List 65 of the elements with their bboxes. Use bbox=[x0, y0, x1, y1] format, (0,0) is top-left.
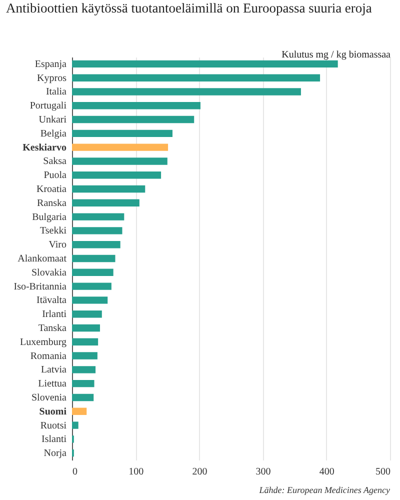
x-tick-label: 100 bbox=[128, 466, 144, 478]
y-tick-label: Iso-Britannia bbox=[14, 281, 68, 292]
x-tick-label: 500 bbox=[376, 466, 390, 478]
bar bbox=[72, 213, 124, 220]
y-tick-label: Tanska bbox=[38, 322, 68, 334]
y-tick-label: Portugali bbox=[30, 100, 67, 112]
bar bbox=[72, 254, 116, 262]
text: Lähde: European Medicines Agency bbox=[258, 485, 390, 495]
y-tick-label: Slovakia bbox=[32, 267, 68, 278]
y-tick-label: Itävalta bbox=[36, 295, 68, 306]
bar bbox=[72, 158, 168, 165]
x-tick-label: 400 bbox=[319, 466, 334, 478]
y-tick-label: Kypros bbox=[37, 72, 67, 84]
bar bbox=[72, 324, 100, 332]
y-tick-label: Ranska bbox=[37, 198, 68, 209]
bar bbox=[72, 60, 338, 68]
bar bbox=[72, 185, 146, 193]
y-tick-label: Alankomaat bbox=[18, 254, 67, 264]
y-tick-label: Espanja bbox=[34, 58, 68, 70]
bar bbox=[72, 422, 78, 429]
bar bbox=[72, 130, 172, 138]
bar bbox=[72, 102, 200, 110]
y-tick-label: Belgia bbox=[40, 128, 68, 140]
bar bbox=[72, 268, 114, 276]
bar bbox=[72, 227, 122, 234]
bar bbox=[72, 116, 194, 124]
x-tick-label: 300 bbox=[256, 466, 271, 478]
y-tick-label: Slovenia bbox=[32, 392, 68, 404]
y-tick-label: Keskiarvo bbox=[22, 142, 66, 154]
bar bbox=[72, 352, 98, 360]
bar bbox=[72, 338, 98, 346]
y-tick-label: Kroatia bbox=[36, 184, 68, 196]
y-tick-label: Tsekki bbox=[40, 226, 67, 237]
y-tick-label: Latvia bbox=[40, 364, 68, 376]
y-tick-label: Viro bbox=[48, 240, 66, 251]
bar bbox=[72, 88, 301, 96]
y-tick-label: Ruotsi bbox=[40, 420, 67, 432]
y-tick-label: Irlanti bbox=[42, 309, 67, 320]
y-tick-label: Islanti bbox=[42, 434, 67, 446]
x-axis-title: Kulutus mg / kg biomassaa bbox=[282, 50, 392, 60]
bar bbox=[72, 282, 112, 290]
y-tick-label: Liettua bbox=[38, 378, 68, 390]
x-tick-label: 200 bbox=[192, 466, 208, 478]
bar bbox=[72, 380, 94, 388]
bar bbox=[72, 310, 102, 318]
bar bbox=[72, 241, 120, 248]
bar bbox=[72, 199, 140, 207]
bar bbox=[72, 408, 87, 415]
y-tick-label: Bulgaria bbox=[32, 212, 68, 223]
bar bbox=[72, 144, 168, 151]
y-tick-label: Romania bbox=[30, 350, 68, 362]
bar bbox=[72, 394, 94, 402]
y-tick-label: Saksa bbox=[43, 156, 68, 168]
y-tick-label: Norja bbox=[44, 448, 68, 460]
y-tick-label: Italia bbox=[46, 86, 68, 98]
bar bbox=[72, 172, 162, 179]
x-tick-label: 0 bbox=[72, 466, 78, 478]
y-tick-label: Unkari bbox=[38, 114, 67, 126]
chart-title: Antibioottien käytössä tuotantoeläimillä on Euroopassa suuria eroja bbox=[6, 0, 372, 16]
bar bbox=[72, 366, 96, 374]
y-tick-label: Luxemburg bbox=[20, 336, 66, 348]
bar bbox=[72, 74, 320, 82]
y-tick-label: Suomi bbox=[39, 406, 67, 418]
y-tick-label: Puola bbox=[44, 170, 68, 182]
bar bbox=[72, 296, 108, 304]
